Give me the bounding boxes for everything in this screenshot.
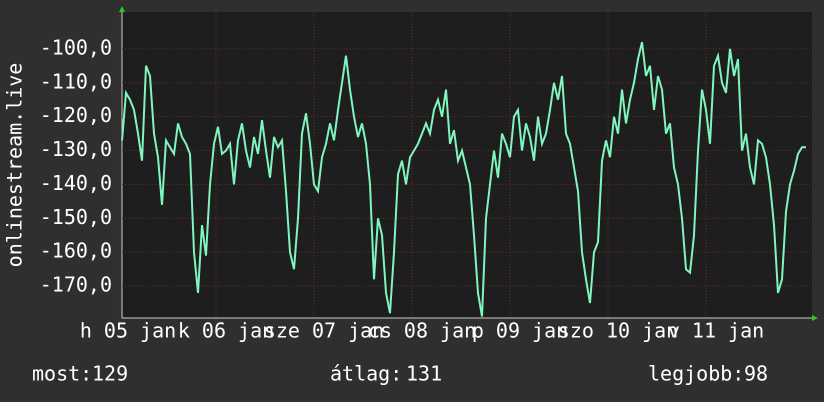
x-tick-label: cs 08 jan (368, 319, 476, 343)
y-axis-arrow (119, 6, 125, 12)
plot-area (122, 12, 812, 318)
y-tick-label: -120,0 (40, 103, 112, 127)
stat-value: 129 (92, 362, 128, 386)
x-tick-label: p 09 jan (472, 319, 568, 343)
stat-value: 131 (406, 362, 442, 386)
stat-label: átlag: (330, 362, 402, 386)
data-line (121, 41, 806, 317)
y-tick-label: -150,0 (40, 205, 112, 229)
x-axis-arrow (812, 315, 818, 321)
x-tick-label: v 11 jan (668, 319, 764, 343)
stat-label: legjobb: (648, 362, 744, 386)
y-tick-label: -110,0 (40, 69, 112, 93)
y-tick-label: -160,0 (40, 239, 112, 263)
y-axis-label: onlinestream.live (3, 63, 27, 268)
stat-value: 98 (744, 362, 768, 386)
y-tick-label: -100,0 (40, 35, 112, 59)
y-tick-label: -130,0 (40, 137, 112, 161)
x-tick-label: sze 07 jan (264, 319, 384, 343)
y-tick-label: -140,0 (40, 171, 112, 195)
stat-label: most: (32, 362, 92, 386)
x-tick-label: k 06 jan (178, 319, 274, 343)
y-tick-label: -170,0 (40, 273, 112, 297)
x-tick-label: h 05 jan (80, 319, 176, 343)
x-tick-label: szo 10 jan (558, 319, 678, 343)
